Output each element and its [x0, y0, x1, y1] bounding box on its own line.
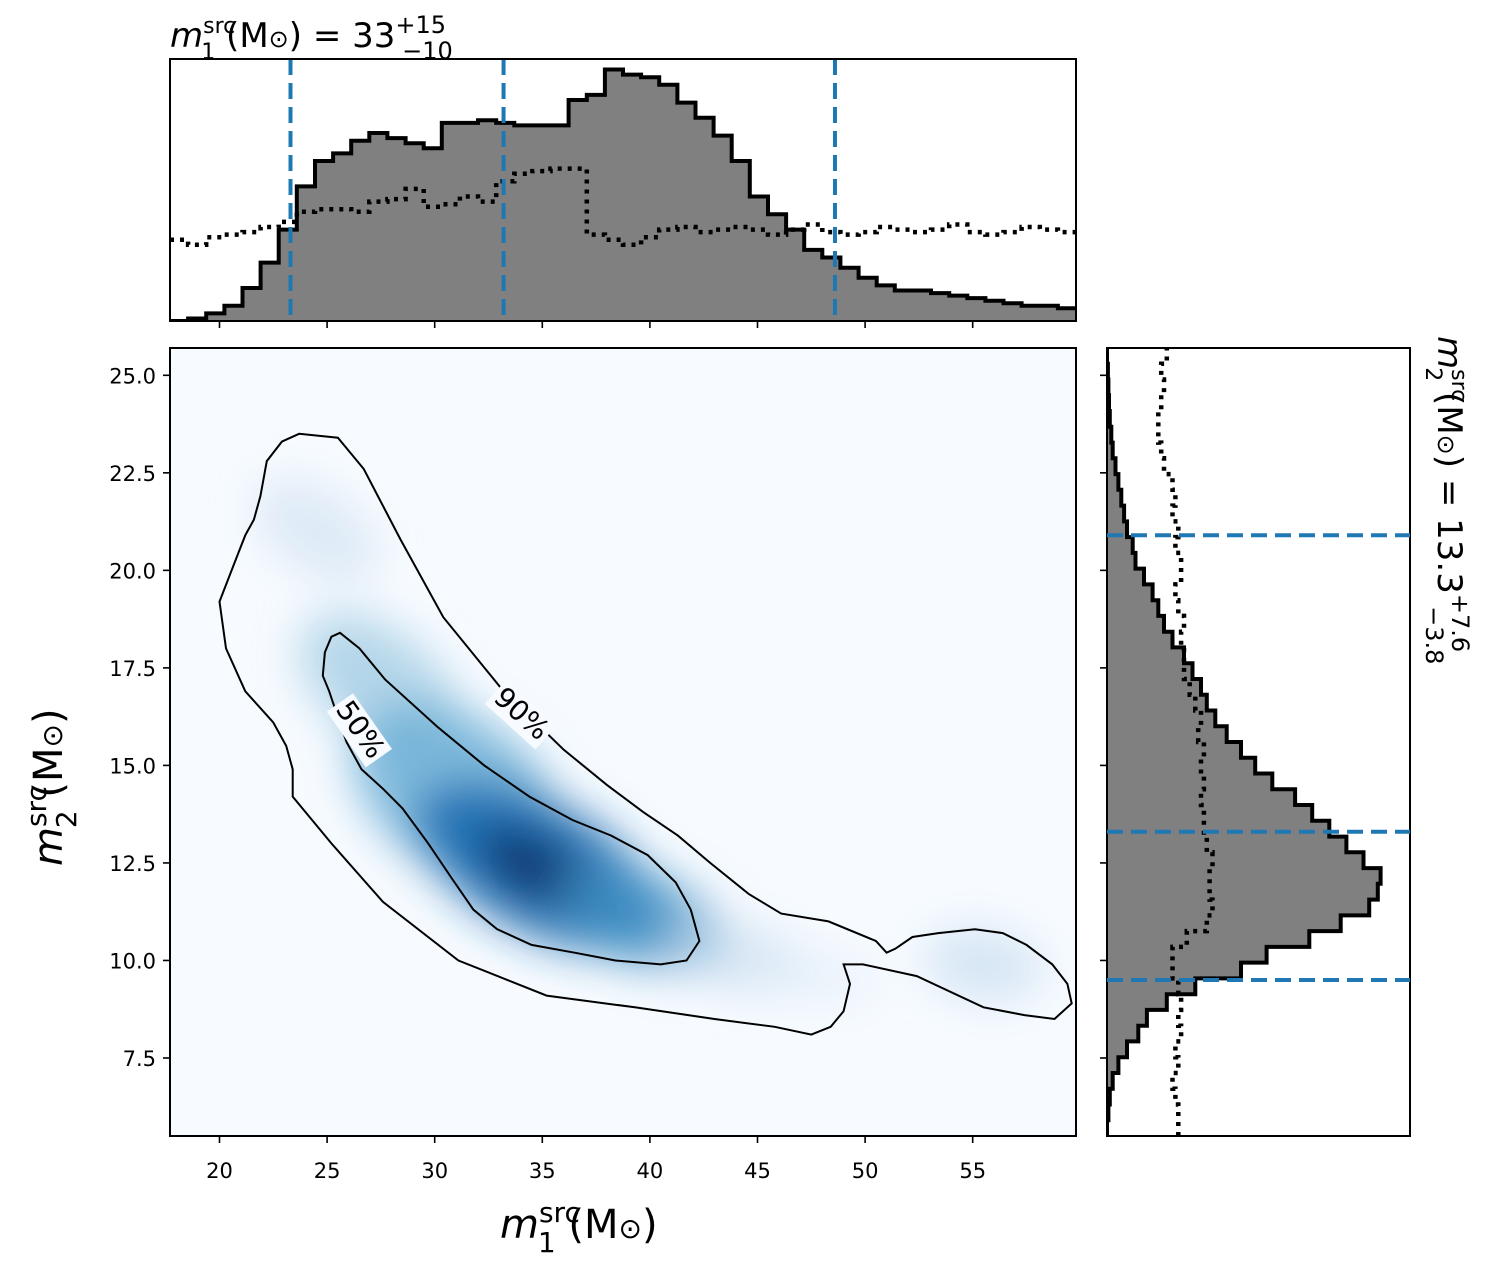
right-y-ticks — [1100, 374, 1107, 1059]
right-prior-step — [1156, 348, 1215, 1136]
joint-panel: 90% 50% 20 25 30 35 40 45 50 55 7.510.012.515.0… — [20, 347, 1077, 1259]
contour-50-label-mask — [326, 693, 392, 768]
top-panel-title: msrc 1 (M⊙) = 33+15 −10 — [170, 11, 453, 65]
right-panel-frame — [1106, 347, 1411, 1137]
y-tick-label: 12.5 — [109, 852, 156, 876]
contour-90-label-mask — [484, 680, 557, 750]
top-x-ticks — [218, 321, 974, 328]
y-tick-label: 22.5 — [109, 462, 156, 486]
top-panel-frame — [169, 58, 1077, 322]
y-axis-label: msrc2 (M⊙) — [20, 708, 83, 866]
x-tick-label: 35 — [529, 1159, 556, 1183]
right-posterior-step — [1107, 348, 1383, 1136]
joint-panel-frame — [169, 347, 1077, 1137]
joint-y-ticks: 7.5 10.0 12.5 15.0 17.5 20.0 22.5 25.0 — [109, 364, 170, 1071]
right-quantile-lines — [1107, 533, 1410, 982]
contour-90-line — [218, 432, 1073, 1036]
right-marginal-panel: msrc2 (M⊙) = 13.3+7.6−3.8 — [1100, 336, 1474, 1137]
y-tick-label: 17.5 — [109, 657, 156, 681]
y-tick-label: 7.5 — [123, 1047, 156, 1071]
x-tick-label: 45 — [744, 1159, 771, 1183]
y-tick-label: 20.0 — [109, 559, 156, 583]
x-tick-label: 40 — [637, 1159, 664, 1183]
x-tick-label: 30 — [421, 1159, 448, 1183]
density-heatmap — [254, 479, 1043, 1003]
x-tick-label: 55 — [959, 1159, 986, 1183]
top-marginal-panel: msrc 1 (M⊙) = 33+15 −10 — [169, 11, 1077, 328]
y-tick-label: 25.0 — [109, 364, 156, 388]
top-posterior-fill — [170, 69, 1076, 321]
right-panel-title: msrc2 (M⊙) = 13.3+7.6−3.8 — [1420, 336, 1474, 664]
density-blob-0 — [254, 479, 379, 584]
density-blob-8 — [924, 928, 1043, 1001]
x-tick-label: 50 — [852, 1159, 879, 1183]
y-tick-label: 15.0 — [109, 754, 156, 778]
top-quantile-lines — [288, 59, 837, 321]
y-tick-label: 10.0 — [109, 949, 156, 973]
x-tick-label: 20 — [206, 1159, 233, 1183]
x-tick-label: 25 — [314, 1159, 341, 1183]
right-posterior-fill — [1107, 348, 1381, 1136]
joint-background — [170, 348, 1076, 1136]
top-prior-step — [170, 166, 1076, 248]
x-axis-label: msrc 1 (M⊙) — [500, 1196, 658, 1259]
joint-x-ticks: 20 25 30 35 40 45 50 55 — [206, 1136, 986, 1183]
